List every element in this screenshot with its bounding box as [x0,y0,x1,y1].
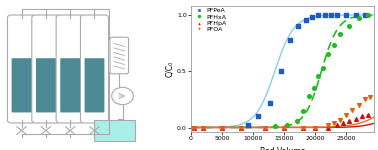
PFPeA [255,115,261,117]
PFHpA [300,126,306,129]
PFOA [362,98,368,101]
PFHpA [359,115,365,117]
PFHxA [272,125,278,128]
PFHpA [312,126,318,129]
PFPeA [321,14,327,16]
FancyBboxPatch shape [36,58,56,112]
PFOA [281,126,287,129]
PFPeA [295,25,301,27]
PFOA [331,122,337,124]
PFHpA [334,124,340,126]
PFPeA [315,14,321,16]
PFOA [312,126,318,129]
PFPeA [328,14,334,16]
FancyBboxPatch shape [85,58,104,112]
PFHpA [340,122,346,124]
PFOA [300,126,306,129]
FancyBboxPatch shape [8,15,36,123]
PFPeA [267,102,273,104]
PFHxA [325,53,331,56]
PFOA [325,124,331,126]
PFPeA [245,124,251,126]
PFPeA [287,39,293,41]
Y-axis label: C/C₀: C/C₀ [165,61,174,77]
PFHpA [262,126,268,129]
PFOA [219,126,225,129]
Circle shape [112,87,133,105]
PFHxA [337,33,343,35]
PFOA [200,126,206,129]
PFHxA [346,25,352,27]
PFHpA [325,126,331,129]
PFOA [343,114,349,116]
PFHpA [219,126,225,129]
FancyBboxPatch shape [56,15,84,123]
PFOA [238,126,244,129]
FancyBboxPatch shape [60,58,80,112]
PFHpA [346,120,352,122]
PFHxA [311,87,317,89]
PFHxA [356,17,362,20]
X-axis label: Bed Volume: Bed Volume [260,147,305,150]
PFHxA [315,75,321,77]
PFOA [191,126,197,129]
PFHxA [300,110,306,112]
PFPeA [343,14,349,16]
PFHpA [200,126,206,129]
PFHpA [365,114,371,116]
PFPeA [353,14,359,16]
FancyBboxPatch shape [32,15,60,123]
FancyBboxPatch shape [110,37,129,74]
PFHxA [293,120,299,122]
FancyBboxPatch shape [12,58,31,112]
PFPeA [334,14,340,16]
PFOA [262,126,268,129]
PFPeA [303,18,309,21]
PFHxA [284,124,290,126]
PFHpA [353,117,359,120]
Bar [93,120,135,141]
PFOA [367,96,373,98]
PFHpA [281,126,287,129]
PFHxA [331,44,337,47]
PFHxA [320,67,326,69]
PFOA [349,108,355,111]
PFPeA [362,14,368,16]
Legend: PFPeA, PFHxA, PFHpA, PFOA: PFPeA, PFHxA, PFHpA, PFOA [192,7,228,33]
PFHpA [191,126,197,129]
PFHxA [365,14,371,16]
PFHpA [238,126,244,129]
PFOA [356,104,362,106]
PFPeA [278,70,284,72]
FancyBboxPatch shape [81,15,108,123]
PFOA [337,118,343,121]
PFHxA [306,95,312,97]
PFPeA [309,16,315,18]
